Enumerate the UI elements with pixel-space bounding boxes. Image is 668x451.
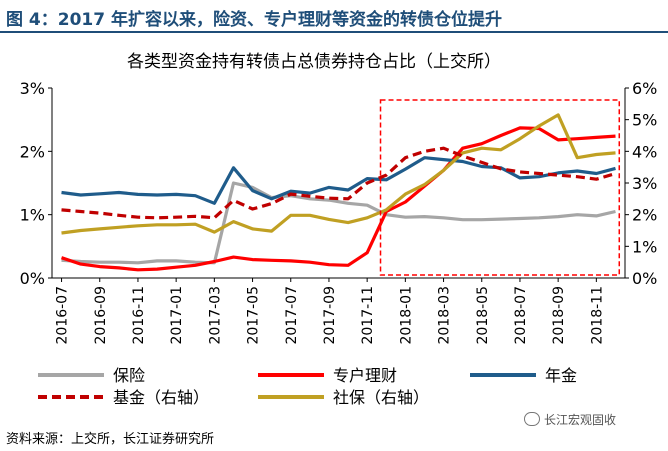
right-tick-label: 2% [632, 206, 657, 225]
line-chart: 各类型资金持有转债占总债券持仓占比（上交所） 0% 1% 2% 3% 0% 1% 2% 3%… [20, 52, 658, 407]
legend-label: 保险 [113, 366, 145, 385]
x-tick-label: 2017-07 [284, 286, 300, 345]
series-line [61, 146, 616, 220]
watermark: 长江宏观固收 [524, 411, 616, 428]
left-axis-ticks: 0% 1% 2% 3% [20, 79, 52, 288]
right-tick-label: 3% [632, 174, 657, 193]
right-axis-ticks: 0% 1% 2% 3% 4% 5% 6% [625, 79, 657, 288]
x-tick-label: 2018-09 [551, 286, 567, 345]
watermark-text: 长江宏观固收 [544, 413, 617, 427]
right-tick-label: 0% [632, 269, 657, 288]
series-line [61, 181, 616, 265]
legend-label: 年金 [545, 366, 577, 385]
highlight-box [379, 99, 621, 276]
right-tick-label: 4% [632, 142, 657, 161]
legend-label: 基金（右轴） [113, 388, 209, 407]
header-rule [0, 31, 668, 33]
right-tick-label: 5% [632, 111, 657, 130]
figure-header: 图 4：2017 年扩容以来，险资、专户理财等资金的转债仓位提升 [0, 0, 668, 33]
right-tick-label: 6% [632, 79, 657, 98]
x-tick-label: 2017-01 [169, 286, 185, 345]
wechat-icon [524, 412, 540, 426]
x-axis-ticks: 2016-07 2016-09 2016-11 2017-01 2017-03 2017-… [55, 278, 605, 345]
x-tick-label: 2017-11 [360, 286, 376, 345]
x-tick-label: 2016-09 [93, 286, 109, 345]
x-tick-label: 2016-11 [131, 286, 147, 345]
series-lines [60, 113, 616, 272]
x-tick-label: 2018-01 [398, 286, 414, 345]
series-line [60, 126, 616, 272]
legend-label: 专户理财 [333, 366, 397, 385]
right-tick-label: 1% [632, 237, 657, 256]
left-tick-label: 1% [20, 206, 45, 225]
x-tick-label: 2016-07 [55, 286, 71, 345]
legend-label: 社保（右轴） [333, 388, 429, 407]
series-line [61, 156, 616, 205]
chart-title: 各类型资金持有转债占总债券持仓占比（上交所） [127, 52, 501, 72]
x-tick-label: 2018-05 [475, 286, 491, 345]
x-tick-label: 2017-03 [207, 286, 223, 345]
x-tick-label: 2017-09 [322, 286, 338, 345]
series-line [61, 113, 616, 235]
left-tick-label: 0% [20, 269, 45, 288]
left-tick-label: 2% [20, 142, 45, 161]
left-tick-label: 3% [20, 79, 45, 98]
x-tick-label: 2018-03 [437, 286, 453, 345]
source-note: 资料来源：上交所，长江证券研究所 [6, 432, 215, 447]
x-tick-label: 2018-11 [589, 286, 605, 345]
figure-title: 图 4：2017 年扩容以来，险资、专户理财等资金的转债仓位提升 [6, 10, 502, 30]
x-tick-label: 2017-05 [246, 286, 262, 345]
x-tick-label: 2018-07 [513, 286, 529, 345]
